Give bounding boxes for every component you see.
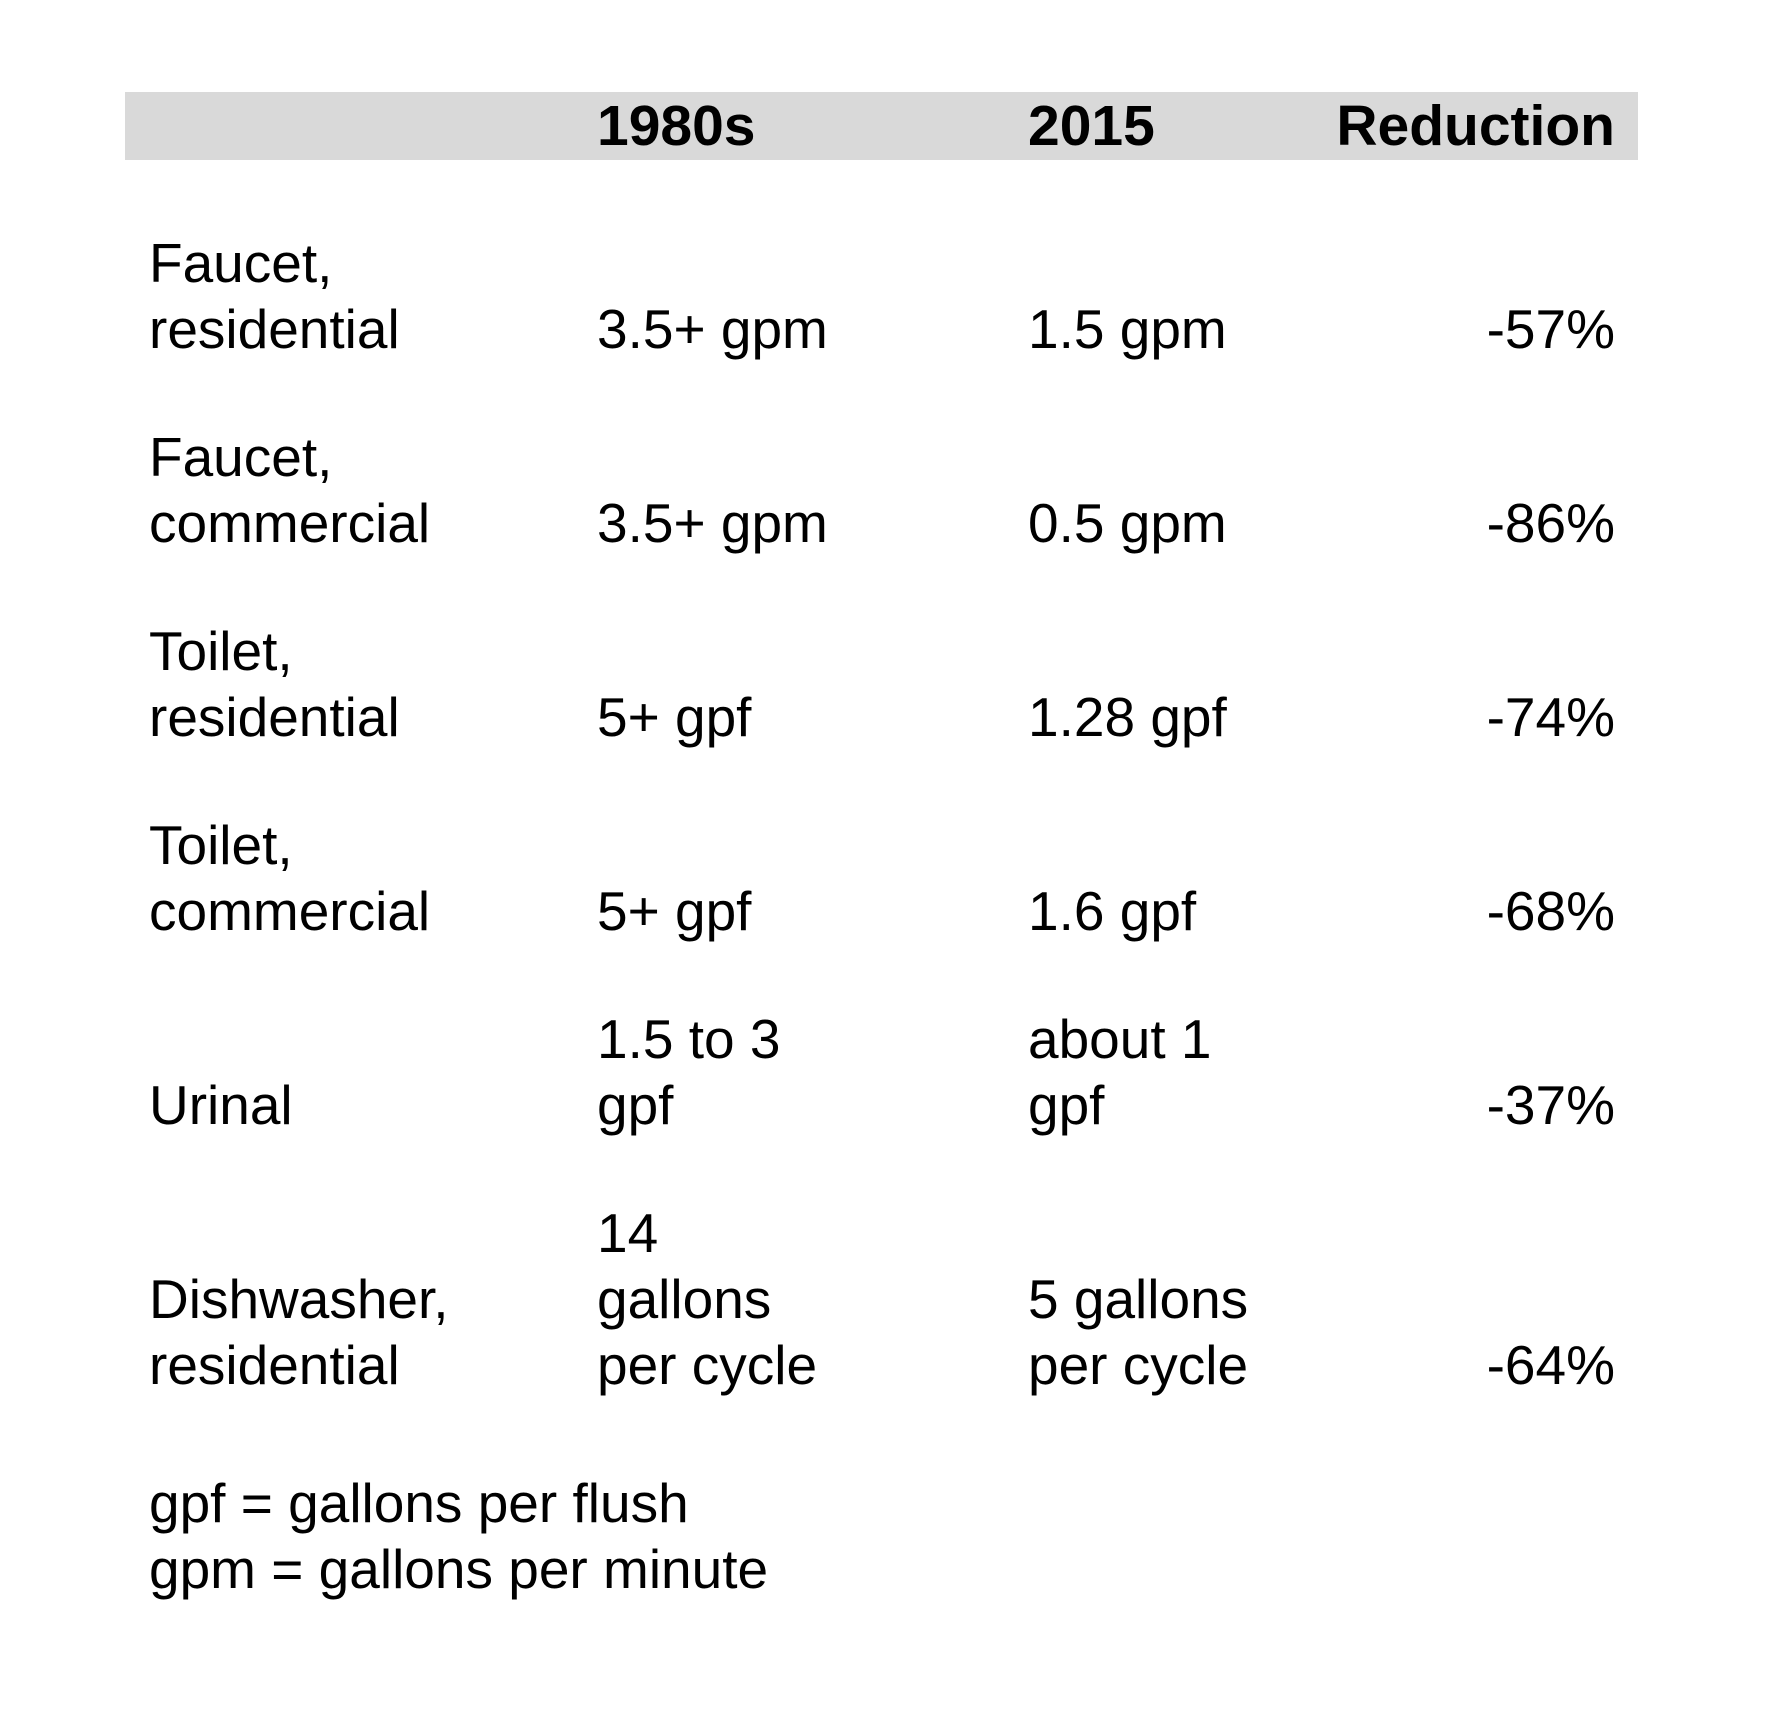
row-label: Urinal [149,1074,293,1136]
value-1980s: 14 gallons per cycle [597,1202,818,1396]
value-reduction: -86% [1486,492,1615,554]
value-1980s: 3.5+ gpm [597,492,828,554]
column-header-1980s: 1980s [597,94,756,158]
row-label: Faucet, residential [149,232,400,360]
value-2015: 1.6 gpf [1028,880,1197,942]
value-reduction: -68% [1486,880,1615,942]
value-2015: 1.5 gpm [1028,298,1227,360]
table-row: Toilet, commercial 5+ gpf 1.6 gpf -68% [0,812,1768,944]
row-label: Faucet, commercial [149,426,431,554]
value-reduction: -74% [1486,686,1615,748]
value-2015: 0.5 gpm [1028,492,1227,554]
value-reduction: -64% [1486,1334,1615,1396]
footnote-gpf: gpf = gallons per flush [149,1472,689,1534]
table-row: Faucet, commercial 3.5+ gpm 0.5 gpm -86% [0,424,1768,556]
value-reduction: -57% [1486,298,1615,360]
table-row: Urinal 1.5 to 3 gpf about 1 gpf -37% [0,1006,1768,1138]
table-header-band [125,92,1638,160]
value-1980s: 1.5 to 3 gpf [597,1008,781,1136]
value-2015: about 1 gpf [1028,1008,1212,1136]
value-2015: 5 gallons per cycle [1028,1268,1249,1396]
column-header-reduction: Reduction [1336,94,1615,158]
table-row: Toilet, residential 5+ gpf 1.28 gpf -74% [0,618,1768,750]
footnote-gpm: gpm = gallons per minute [149,1538,769,1600]
column-header-2015: 2015 [1028,94,1155,158]
value-1980s: 3.5+ gpm [597,298,828,360]
value-2015: 1.28 gpf [1028,686,1227,748]
table-row: Dishwasher, residential 14 gallons per c… [0,1200,1768,1398]
row-label: Dishwasher, residential [149,1268,449,1396]
value-reduction: -37% [1486,1074,1615,1136]
value-1980s: 5+ gpf [597,880,752,942]
footnote: gpf = gallons per flush gpm = gallons pe… [149,1470,768,1602]
row-label: Toilet, residential [149,620,400,748]
row-label: Toilet, commercial [149,814,431,942]
table-row: Faucet, residential 3.5+ gpm 1.5 gpm -57… [0,230,1768,362]
value-1980s: 5+ gpf [597,686,752,748]
